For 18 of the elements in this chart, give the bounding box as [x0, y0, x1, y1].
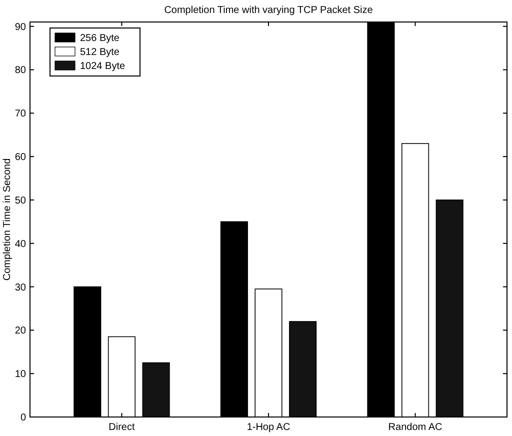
- y-axis-title: Completion Time in Second: [2, 158, 13, 281]
- x-tick-label: 1-Hop AC: [246, 422, 290, 433]
- y-tick-label: 80: [14, 65, 26, 76]
- y-tick-label: 10: [14, 369, 26, 380]
- y-tick-label: 0: [20, 412, 26, 424]
- y-tick-label: 60: [14, 152, 26, 164]
- legend-label: 512 Byte: [80, 47, 120, 58]
- y-tick-label: 90: [14, 22, 26, 33]
- y-tick-label: 30: [14, 282, 26, 294]
- y-tick-label: 70: [14, 108, 26, 120]
- y-tick-label: 20: [14, 326, 26, 337]
- legend-label: 1024 Byte: [80, 61, 126, 72]
- y-tick-label: 50: [14, 195, 26, 206]
- x-tick-label: Direct: [108, 422, 136, 433]
- y-tick-label: 40: [14, 238, 26, 250]
- chart-title: Completion Time with varying TCP Packet Size: [164, 5, 374, 16]
- legend-label: 256 Byte: [80, 33, 120, 44]
- x-tick-label: Random AC: [388, 422, 442, 433]
